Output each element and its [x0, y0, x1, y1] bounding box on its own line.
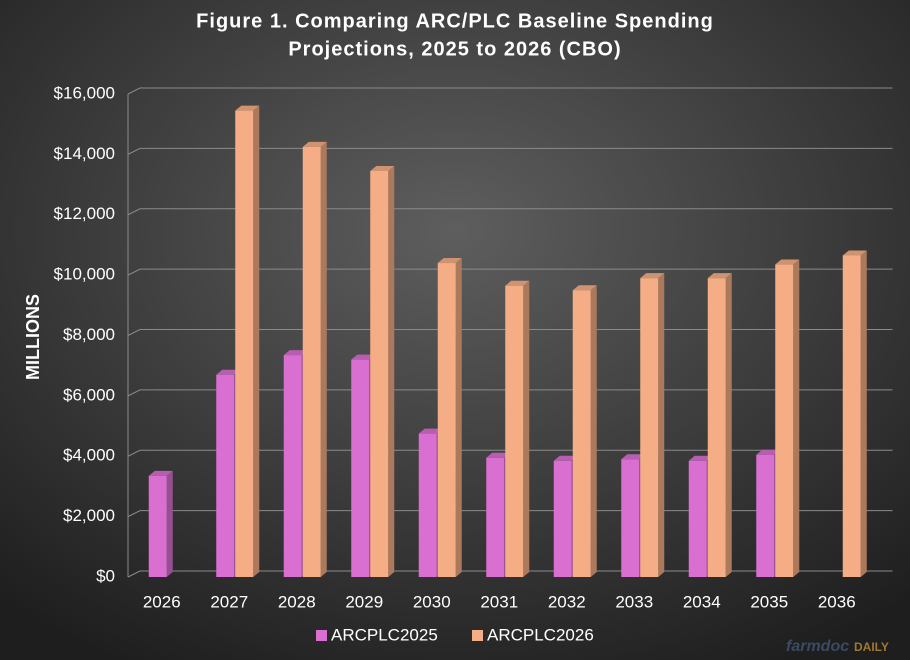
grid-line [127, 147, 893, 155]
bar-top [775, 259, 800, 265]
y-tick-label: $8,000 [63, 325, 115, 344]
bar-top [640, 273, 665, 279]
bar-top [486, 452, 511, 458]
bar-side [253, 105, 260, 578]
watermark-text: DAILY [854, 640, 889, 654]
legend-swatch [316, 630, 327, 641]
bar [437, 263, 456, 577]
bar-top [216, 369, 241, 375]
grid-line [127, 208, 893, 216]
bar-top [707, 273, 732, 279]
x-tick-label: 2029 [345, 592, 383, 611]
bar-top [756, 449, 781, 455]
grid-line [127, 87, 893, 95]
bar-top [235, 105, 260, 111]
bar-side [388, 165, 395, 577]
bar [351, 359, 370, 577]
bar-side [523, 280, 530, 577]
y-axis-title: MILLIONS [23, 294, 43, 380]
bar-side [793, 259, 800, 577]
bar-top [553, 455, 578, 461]
bar [370, 170, 389, 577]
bar [302, 146, 321, 577]
bar [216, 374, 235, 577]
bar-top [505, 280, 530, 286]
bar-side [320, 141, 327, 577]
watermark: farmdoc DAILY [786, 638, 889, 655]
bar [148, 475, 167, 577]
bar-top [302, 141, 327, 147]
x-tick-label: 2032 [548, 592, 586, 611]
bar-top [437, 258, 462, 264]
y-tick-label: $4,000 [63, 446, 115, 465]
y-tick-label: $14,000 [54, 144, 115, 163]
y-tick-label: $16,000 [54, 83, 115, 102]
bar-top [351, 354, 376, 360]
grid-line [127, 268, 893, 276]
y-tick-label: $0 [96, 566, 115, 585]
y-tick-label: $10,000 [54, 265, 115, 284]
bar [707, 278, 726, 577]
bar [553, 460, 572, 577]
x-tick-label: 2027 [210, 592, 248, 611]
legend-label: ARCPLC2025 [331, 625, 438, 644]
x-tick-label: 2033 [615, 592, 653, 611]
x-tick-label: 2036 [818, 592, 856, 611]
bar [418, 433, 437, 577]
bar-top [572, 285, 597, 291]
x-tick-label: 2028 [278, 592, 316, 611]
x-tick-label: 2031 [480, 592, 518, 611]
bar [756, 454, 775, 577]
bar [235, 110, 254, 578]
bar [505, 285, 524, 577]
bar-side [725, 273, 732, 577]
bar-top [621, 454, 646, 460]
legend-swatch [472, 630, 483, 641]
bar [486, 457, 505, 577]
bar [621, 459, 640, 577]
x-tick-label: 2030 [413, 592, 451, 611]
bar-side [166, 470, 173, 577]
x-tick-label: 2035 [750, 592, 788, 611]
bar-side [590, 285, 597, 577]
y-tick-label: $2,000 [63, 506, 115, 525]
bar [640, 278, 659, 577]
bar [775, 264, 794, 577]
bar-top [842, 250, 867, 256]
bar-top [418, 428, 443, 434]
bar-side [658, 273, 665, 577]
chart-title: Figure 1. Comparing ARC/PLC Baseline Spe… [196, 10, 714, 32]
chart-title: Projections, 2025 to 2026 (CBO) [288, 38, 621, 60]
bar-side [860, 250, 867, 578]
x-tick-label: 2034 [683, 592, 721, 611]
bar [283, 355, 302, 577]
y-tick-label: $12,000 [54, 204, 115, 223]
x-tick-label: 2026 [143, 592, 181, 611]
bar-top [148, 470, 173, 476]
y-tick-label: $6,000 [63, 385, 115, 404]
bar [688, 460, 707, 577]
bar [842, 255, 861, 578]
watermark-text: farmdoc [786, 638, 849, 655]
bar [572, 290, 591, 577]
legend-label: ARCPLC2026 [487, 625, 594, 644]
bar-side [455, 258, 462, 577]
bar-top [283, 350, 308, 356]
bar-top [370, 165, 395, 171]
bar-top [688, 455, 713, 461]
